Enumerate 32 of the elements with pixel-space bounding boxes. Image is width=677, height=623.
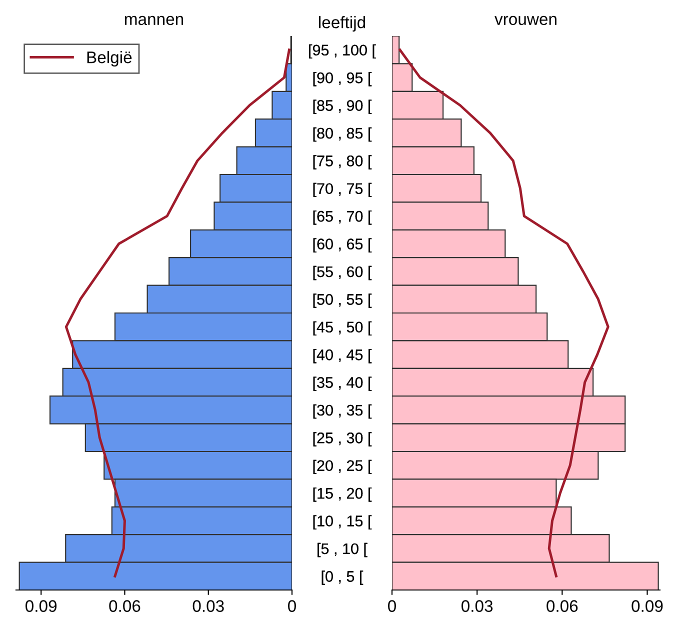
y-tick-label: [60 , 65 [ bbox=[313, 238, 372, 252]
y-tick-label: [75 , 80 [ bbox=[313, 155, 372, 170]
y-tick-label: [95 , 100 [ bbox=[309, 44, 376, 59]
y-tick-label: [30 , 35 [ bbox=[313, 404, 372, 419]
y-tick-label: [40 , 45 [ bbox=[313, 349, 372, 364]
y-tick-label: [15 , 20 [ bbox=[313, 488, 372, 502]
y-tick-label: [85 , 90 [ bbox=[313, 100, 372, 114]
x-tick-label: 0.03 bbox=[462, 600, 493, 612]
x-tick-label: 0.09 bbox=[26, 600, 57, 612]
y-tick-label: [0 , 5 [ bbox=[322, 570, 364, 585]
y-tick-label: [80 , 85 [ bbox=[313, 127, 372, 142]
x-tick-label: 0.06 bbox=[546, 600, 578, 612]
y-tick-label: [35 , 40 [ bbox=[313, 376, 372, 391]
y-tick-label: [5 , 10 [ bbox=[318, 542, 368, 558]
x-tick-label: 0.09 bbox=[632, 600, 663, 612]
y-tick-label: [50 , 55 [ bbox=[313, 294, 372, 308]
y-tick-label: [90 , 95 [ bbox=[313, 72, 372, 86]
x-tick-label: 0 bbox=[388, 600, 396, 612]
y-tick-label: [55 , 60 [ bbox=[313, 266, 372, 280]
x-tick-label: 0.06 bbox=[109, 600, 140, 612]
y-tick-label: [25 , 30 [ bbox=[313, 432, 372, 446]
chart-title: mannen bbox=[124, 16, 184, 26]
y-axis-title: leeftijd bbox=[319, 16, 366, 32]
y-tick-label: [70 , 75 [ bbox=[313, 182, 372, 198]
x-tick-label: 0 bbox=[288, 600, 296, 612]
y-tick-label: [20 , 25 [ bbox=[313, 460, 372, 474]
y-tick-label: [65 , 70 [ bbox=[313, 210, 372, 225]
y-tick-label: [45 , 50 [ bbox=[313, 321, 372, 336]
x-tick-label: 0.03 bbox=[192, 600, 224, 612]
y-tick-label: [10 , 15 [ bbox=[313, 515, 372, 530]
chart-title: vrouwen bbox=[494, 16, 556, 26]
legend-label: België bbox=[87, 51, 132, 67]
